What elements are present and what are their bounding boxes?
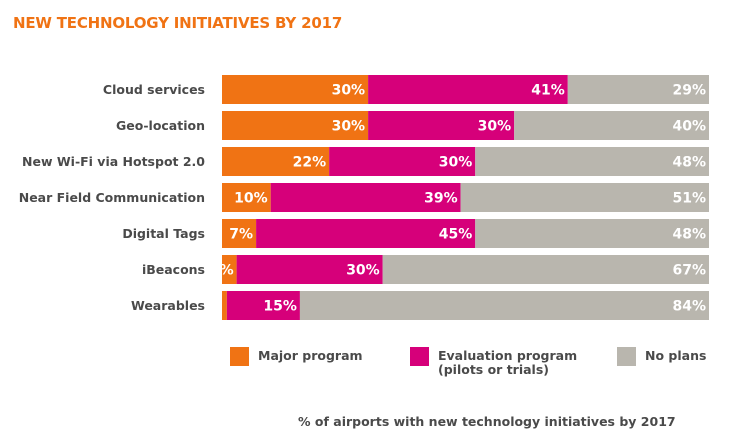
legend-swatch-none bbox=[617, 347, 636, 366]
bar-wearables-series-1 bbox=[222, 291, 227, 320]
category-label-near-field-communication: Near Field Communication bbox=[19, 190, 205, 205]
bar-cloud-services-series-2 bbox=[368, 75, 568, 104]
value-label-ibeacons-series-2: 30% bbox=[346, 263, 380, 279]
legend-item-evaluation-program: Evaluation program (pilots or trials) bbox=[410, 347, 577, 377]
category-label-ibeacons: iBeacons bbox=[142, 262, 205, 277]
bar-geo-location-series-1 bbox=[222, 111, 369, 140]
category-label-new-wi-fi-via-hotspot-2-0: New Wi-Fi via Hotspot 2.0 bbox=[22, 154, 205, 169]
bar-geo-location-series-3 bbox=[514, 111, 709, 140]
bar-digital-tags-series-3 bbox=[475, 219, 709, 248]
legend-swatch-major bbox=[230, 347, 249, 366]
value-label-ibeacons-series-1: 3% bbox=[210, 263, 234, 279]
legend-label-evaluation: Evaluation program (pilots or trials) bbox=[438, 348, 578, 377]
legend-item-major-program: Major program bbox=[230, 347, 363, 366]
stacked-bar-chart: Cloud services 30% 41% 29% Geo-location 30% 30… bbox=[19, 75, 709, 320]
bar-ibeacons-series-3 bbox=[382, 255, 709, 284]
value-label-near-field-communication-series-2: 39% bbox=[424, 191, 458, 207]
legend-item-no-plans: No plans bbox=[617, 347, 706, 366]
bar-near-field-communication-series-3 bbox=[460, 183, 709, 212]
bar-digital-tags-series-1 bbox=[222, 219, 257, 248]
value-label-digital-tags-series-2: 45% bbox=[439, 227, 473, 243]
value-label-cloud-services-series-1: 30% bbox=[332, 83, 366, 99]
category-label-cloud-services: Cloud services bbox=[103, 82, 205, 97]
value-label-ibeacons-series-3: 67% bbox=[672, 263, 706, 279]
category-label-wearables: Wearables bbox=[131, 298, 205, 313]
axis-caption: % of airports with new technology initia… bbox=[298, 414, 676, 429]
bar-geo-location-series-2 bbox=[368, 111, 515, 140]
value-label-new-wi-fi-via-hotspot-2-0-series-3: 48% bbox=[672, 155, 706, 171]
value-label-digital-tags-series-3: 48% bbox=[672, 227, 706, 243]
value-label-cloud-services-series-2: 41% bbox=[531, 83, 565, 99]
bar-new-wi-fi-via-hotspot-2-0-series-3 bbox=[475, 147, 709, 176]
value-label-wearables-series-3: 84% bbox=[672, 299, 706, 315]
bar-wearables-series-2 bbox=[226, 291, 300, 320]
category-label-geo-location: Geo-location bbox=[116, 118, 205, 133]
chart-title: NEW TECHNOLOGY INITIATIVES BY 2017 bbox=[13, 14, 343, 32]
bar-new-wi-fi-via-hotspot-2-0-series-1 bbox=[222, 147, 330, 176]
value-label-new-wi-fi-via-hotspot-2-0-series-2: 30% bbox=[439, 155, 473, 171]
value-label-digital-tags-series-1: 7% bbox=[229, 227, 253, 243]
value-label-geo-location-series-1: 30% bbox=[332, 119, 366, 135]
bar-wearables-series-3 bbox=[299, 291, 709, 320]
value-label-geo-location-series-2: 30% bbox=[478, 119, 512, 135]
bar-ibeacons-series-2 bbox=[236, 255, 383, 284]
bar-cloud-services-series-3 bbox=[567, 75, 709, 104]
bar-near-field-communication-series-1 bbox=[222, 183, 271, 212]
legend-swatch-evaluation bbox=[410, 347, 429, 366]
bar-digital-tags-series-2 bbox=[256, 219, 476, 248]
category-label-digital-tags: Digital Tags bbox=[122, 226, 205, 241]
bar-cloud-services-series-1 bbox=[222, 75, 369, 104]
value-label-new-wi-fi-via-hotspot-2-0-series-1: 22% bbox=[293, 155, 327, 171]
legend-label-none: No plans bbox=[645, 348, 707, 363]
bar-ibeacons-series-1 bbox=[222, 255, 237, 284]
value-label-wearables-series-2: 15% bbox=[263, 299, 297, 315]
bar-near-field-communication-series-2 bbox=[270, 183, 461, 212]
chart-legend: Major program Evaluation program (pilots… bbox=[0, 347, 733, 383]
legend-label-major: Major program bbox=[258, 348, 363, 363]
value-label-near-field-communication-series-1: 10% bbox=[234, 191, 268, 207]
value-label-cloud-services-series-3: 29% bbox=[672, 83, 706, 99]
value-label-near-field-communication-series-3: 51% bbox=[672, 191, 706, 207]
value-label-geo-location-series-3: 40% bbox=[672, 119, 706, 135]
bar-new-wi-fi-via-hotspot-2-0-series-2 bbox=[329, 147, 476, 176]
